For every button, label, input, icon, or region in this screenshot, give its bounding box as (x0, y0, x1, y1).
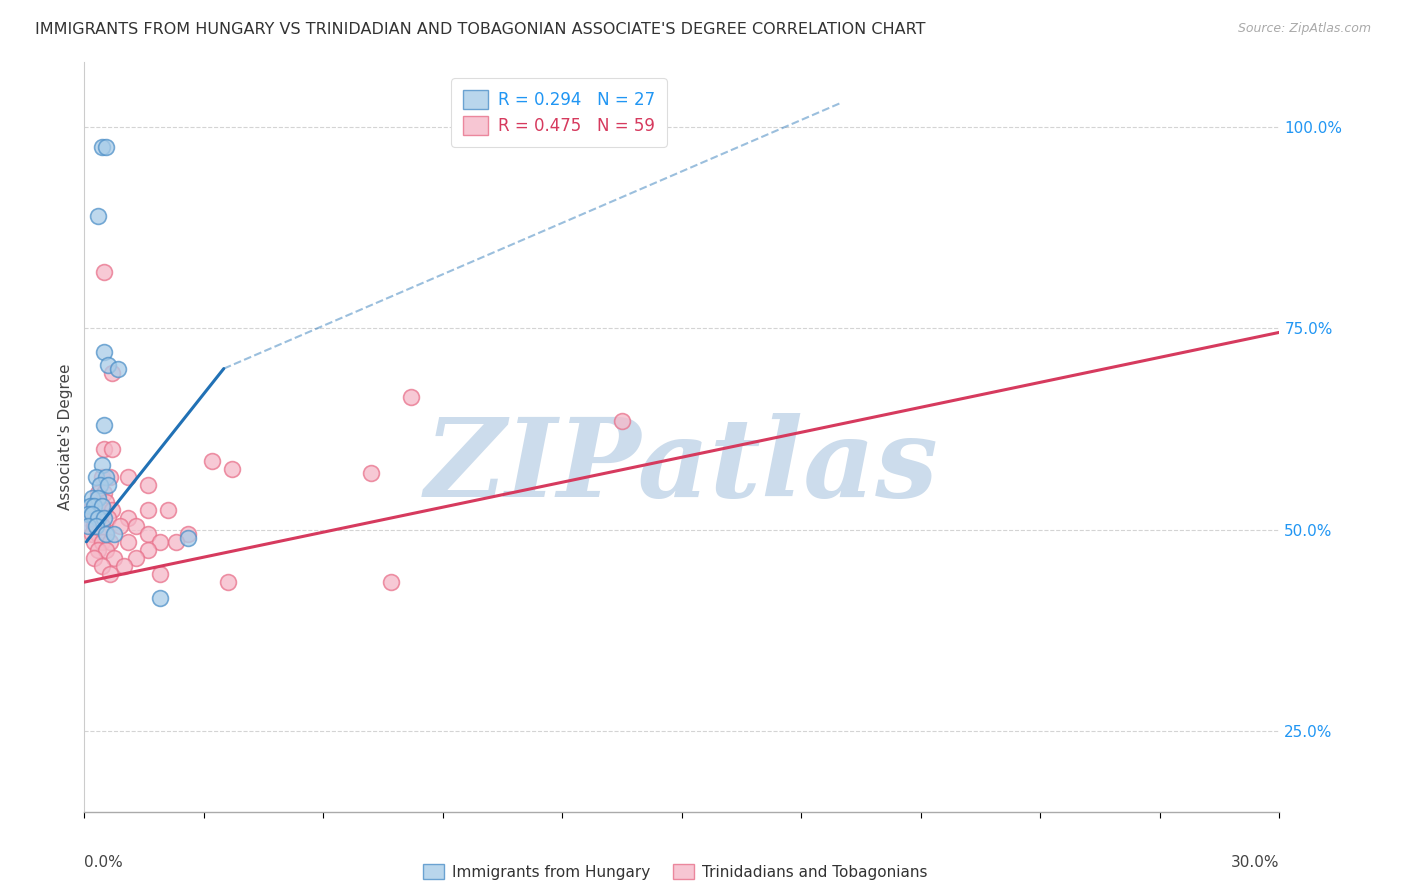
Point (83, 534, 105, 549)
Text: ZIPatlas: ZIPatlas (425, 413, 939, 521)
Point (83, 499, 105, 513)
Point (91, 559, 114, 574)
Point (97, 478, 120, 492)
Point (77, 518, 100, 533)
Point (82, 491, 104, 505)
Point (91, 470, 114, 484)
Point (93, 417, 115, 432)
Point (121, 837, 143, 851)
Point (87, 510, 110, 524)
Point (149, 534, 172, 549)
Point (136, 502, 159, 516)
Point (110, 518, 132, 533)
Point (89, 478, 111, 492)
Point (612, 414, 634, 428)
Text: 30.0%: 30.0% (1232, 855, 1279, 870)
Point (98, 470, 121, 484)
Point (221, 462, 243, 476)
Point (83, 550, 105, 565)
Point (98, 534, 121, 549)
Text: 0.0%: 0.0% (84, 855, 124, 870)
Point (93, 486, 115, 500)
Point (165, 534, 187, 549)
Point (87, 486, 110, 500)
Point (86, 518, 108, 533)
Point (93, 265, 115, 279)
Y-axis label: Associate's Degree: Associate's Degree (58, 364, 73, 510)
Point (101, 366, 124, 380)
Point (83, 502, 105, 516)
Point (96, 494, 118, 508)
Point (83, 518, 105, 533)
Point (96, 542, 118, 557)
Point (83, 510, 105, 524)
Point (107, 361, 129, 376)
Point (91, 458, 114, 473)
Point (96, 526, 118, 541)
Point (79, 499, 101, 513)
Point (87, 542, 110, 557)
Point (87, 491, 110, 505)
Point (97, 510, 120, 524)
Point (101, 442, 124, 457)
Point (97, 358, 120, 372)
Point (177, 526, 200, 541)
Point (91, 499, 114, 513)
Legend: R = 0.294   N = 27, R = 0.475   N = 59: R = 0.294 N = 27, R = 0.475 N = 59 (451, 78, 666, 147)
Point (125, 518, 148, 533)
Point (380, 575, 402, 590)
Point (101, 502, 124, 516)
Point (217, 575, 239, 590)
Point (87, 526, 110, 541)
Point (87, 502, 110, 516)
Point (79, 502, 101, 516)
Point (125, 550, 148, 565)
Point (96, 526, 118, 541)
Point (117, 534, 139, 549)
Point (91, 518, 114, 533)
Point (157, 502, 180, 516)
Point (136, 542, 159, 557)
Point (77, 507, 100, 521)
Point (79, 518, 101, 533)
Point (136, 478, 159, 492)
Point (98, 567, 121, 582)
Point (117, 470, 139, 484)
Point (91, 140, 114, 154)
Legend: Immigrants from Hungary, Trinidadians and Tobagonians: Immigrants from Hungary, Trinidadians an… (418, 859, 932, 884)
Point (89, 510, 111, 524)
Point (399, 390, 422, 404)
Point (87, 209, 110, 223)
Point (136, 526, 159, 541)
Point (93, 502, 115, 516)
Point (360, 467, 382, 481)
Point (82, 526, 104, 541)
Point (112, 559, 135, 574)
Point (77, 510, 100, 524)
Point (103, 526, 125, 541)
Point (149, 567, 172, 582)
Point (96, 140, 118, 154)
Point (93, 442, 115, 457)
Point (91, 534, 114, 549)
Point (93, 345, 115, 359)
Point (117, 510, 139, 524)
Point (177, 531, 200, 545)
Text: IMMIGRANTS FROM HUNGARY VS TRINIDADIAN AND TOBAGONIAN ASSOCIATE'S DEGREE CORRELA: IMMIGRANTS FROM HUNGARY VS TRINIDADIAN A… (35, 22, 925, 37)
Point (93, 510, 115, 524)
Point (86, 470, 108, 484)
Point (82, 507, 104, 521)
Point (96, 470, 118, 484)
Point (103, 550, 125, 565)
Point (149, 591, 172, 606)
Point (86, 518, 108, 533)
Point (201, 454, 224, 468)
Text: Source: ZipAtlas.com: Source: ZipAtlas.com (1237, 22, 1371, 36)
